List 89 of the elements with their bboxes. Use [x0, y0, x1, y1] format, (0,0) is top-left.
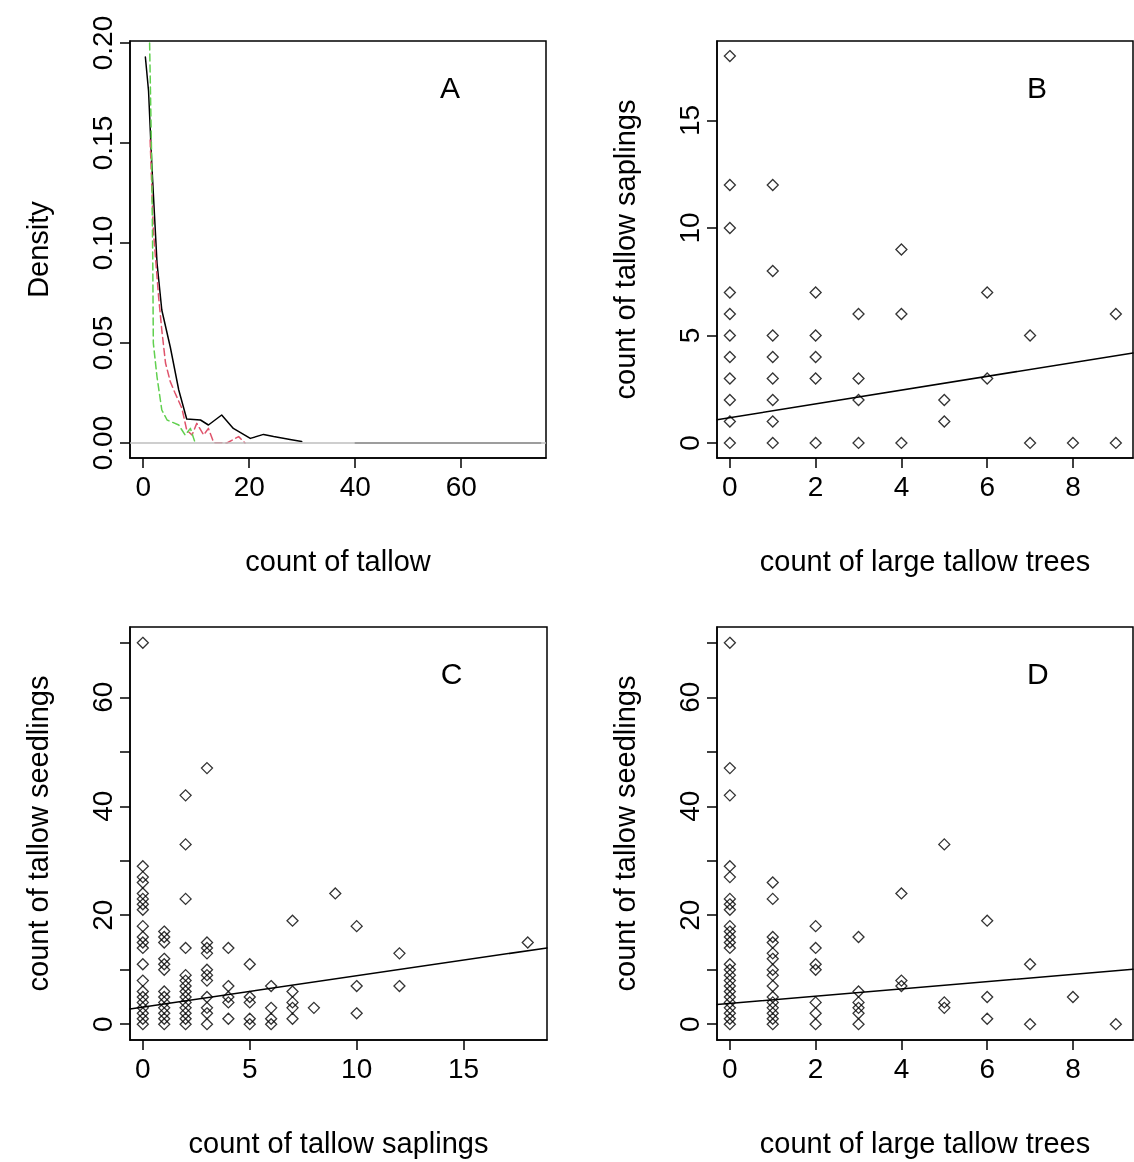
point: [1023, 436, 1037, 450]
point: [766, 329, 779, 342]
x-tick-label: 20: [233, 470, 265, 502]
y-axis-title: count of tallow saplings: [608, 99, 641, 400]
y-tick-label: 40: [673, 790, 705, 822]
x-tick-label: 6: [979, 470, 995, 502]
point: [852, 436, 865, 450]
point: [723, 178, 737, 192]
y-tick-label: 60: [673, 681, 705, 713]
annotation: C: [440, 656, 463, 690]
y-tick-label: 60: [86, 681, 118, 713]
x-tick-label: 15: [448, 1052, 480, 1084]
point: [723, 393, 737, 407]
y-tick-label: 40: [86, 790, 118, 822]
point: [1023, 329, 1037, 342]
point: [723, 350, 737, 364]
x-axis-title: count of large tallow trees: [759, 1126, 1091, 1159]
point: [766, 350, 779, 364]
y-tick-label: 0: [673, 435, 705, 451]
point: [723, 372, 737, 385]
point: [895, 307, 908, 321]
point: [809, 372, 822, 385]
point: [809, 286, 822, 299]
point: [723, 329, 737, 342]
x-tick-label: 8: [1065, 470, 1081, 502]
x-tick-label: 8: [1065, 1052, 1081, 1084]
point: [809, 329, 822, 342]
point: [981, 372, 994, 385]
x-tick-label: 0: [135, 1052, 151, 1084]
x-axis-title: count of large tallow trees: [759, 544, 1091, 577]
point: [981, 286, 994, 299]
line-series: [148, 42, 196, 444]
point: [723, 307, 737, 321]
y-tick-label: 0: [86, 1016, 118, 1032]
x-tick-label: 10: [341, 1052, 373, 1084]
x-axis-title: count of tallow: [245, 544, 432, 577]
y-tick-label: 20: [673, 899, 705, 931]
y-axis-title: Density: [21, 200, 54, 298]
y-tick-label: 10: [673, 212, 705, 244]
x-axis-title: count of tallow saplings: [188, 1126, 489, 1159]
point: [852, 393, 865, 407]
point: [723, 415, 737, 428]
annotation: A: [439, 70, 460, 104]
y-tick-label: 0.20: [86, 15, 118, 71]
point: [766, 415, 779, 428]
point: [723, 286, 737, 299]
y-tick-label: 0.15: [86, 115, 118, 171]
point: [852, 372, 865, 385]
line-series: [149, 139, 246, 444]
x-tick-label: 5: [241, 1052, 258, 1084]
point: [766, 393, 779, 407]
point: [938, 415, 951, 428]
point: [1109, 436, 1122, 450]
point: [895, 243, 908, 256]
point: [1066, 436, 1080, 450]
y-tick-label: 20: [86, 899, 118, 931]
y-tick-label: 0.10: [86, 215, 118, 271]
point: [723, 221, 737, 235]
y-tick-label: 15: [673, 104, 705, 137]
point: [723, 49, 737, 63]
x-tick-label: 2: [807, 470, 824, 502]
x-tick-label: 4: [893, 1052, 910, 1084]
x-tick-label: 6: [979, 1052, 995, 1084]
x-tick-label: 40: [339, 470, 371, 502]
point: [809, 350, 822, 364]
point: [723, 436, 737, 450]
y-axis-title: count of tallow seedlings: [21, 675, 54, 992]
point: [766, 178, 779, 192]
x-tick-label: 2: [807, 1052, 824, 1084]
point: [938, 393, 951, 407]
x-tick-label: 4: [893, 470, 910, 502]
point: [766, 436, 779, 450]
x-tick-label: 0: [135, 470, 152, 502]
y-tick-label: 0.00: [86, 415, 118, 471]
x-tick-label: 60: [445, 470, 477, 502]
y-axis-title: count of tallow seedlings: [608, 675, 641, 992]
annotation: D: [1026, 656, 1049, 690]
point: [766, 372, 779, 385]
point: [895, 436, 908, 450]
annotation: B: [1026, 70, 1047, 104]
point: [852, 307, 865, 321]
point: [1109, 307, 1122, 321]
y-tick-label: 5: [673, 327, 705, 344]
point: [766, 264, 779, 278]
x-tick-label: 0: [722, 470, 738, 502]
y-tick-label: 0: [673, 1016, 705, 1032]
point: [809, 436, 822, 450]
y-tick-label: 0.05: [86, 315, 118, 371]
x-tick-label: 0: [722, 1052, 738, 1084]
